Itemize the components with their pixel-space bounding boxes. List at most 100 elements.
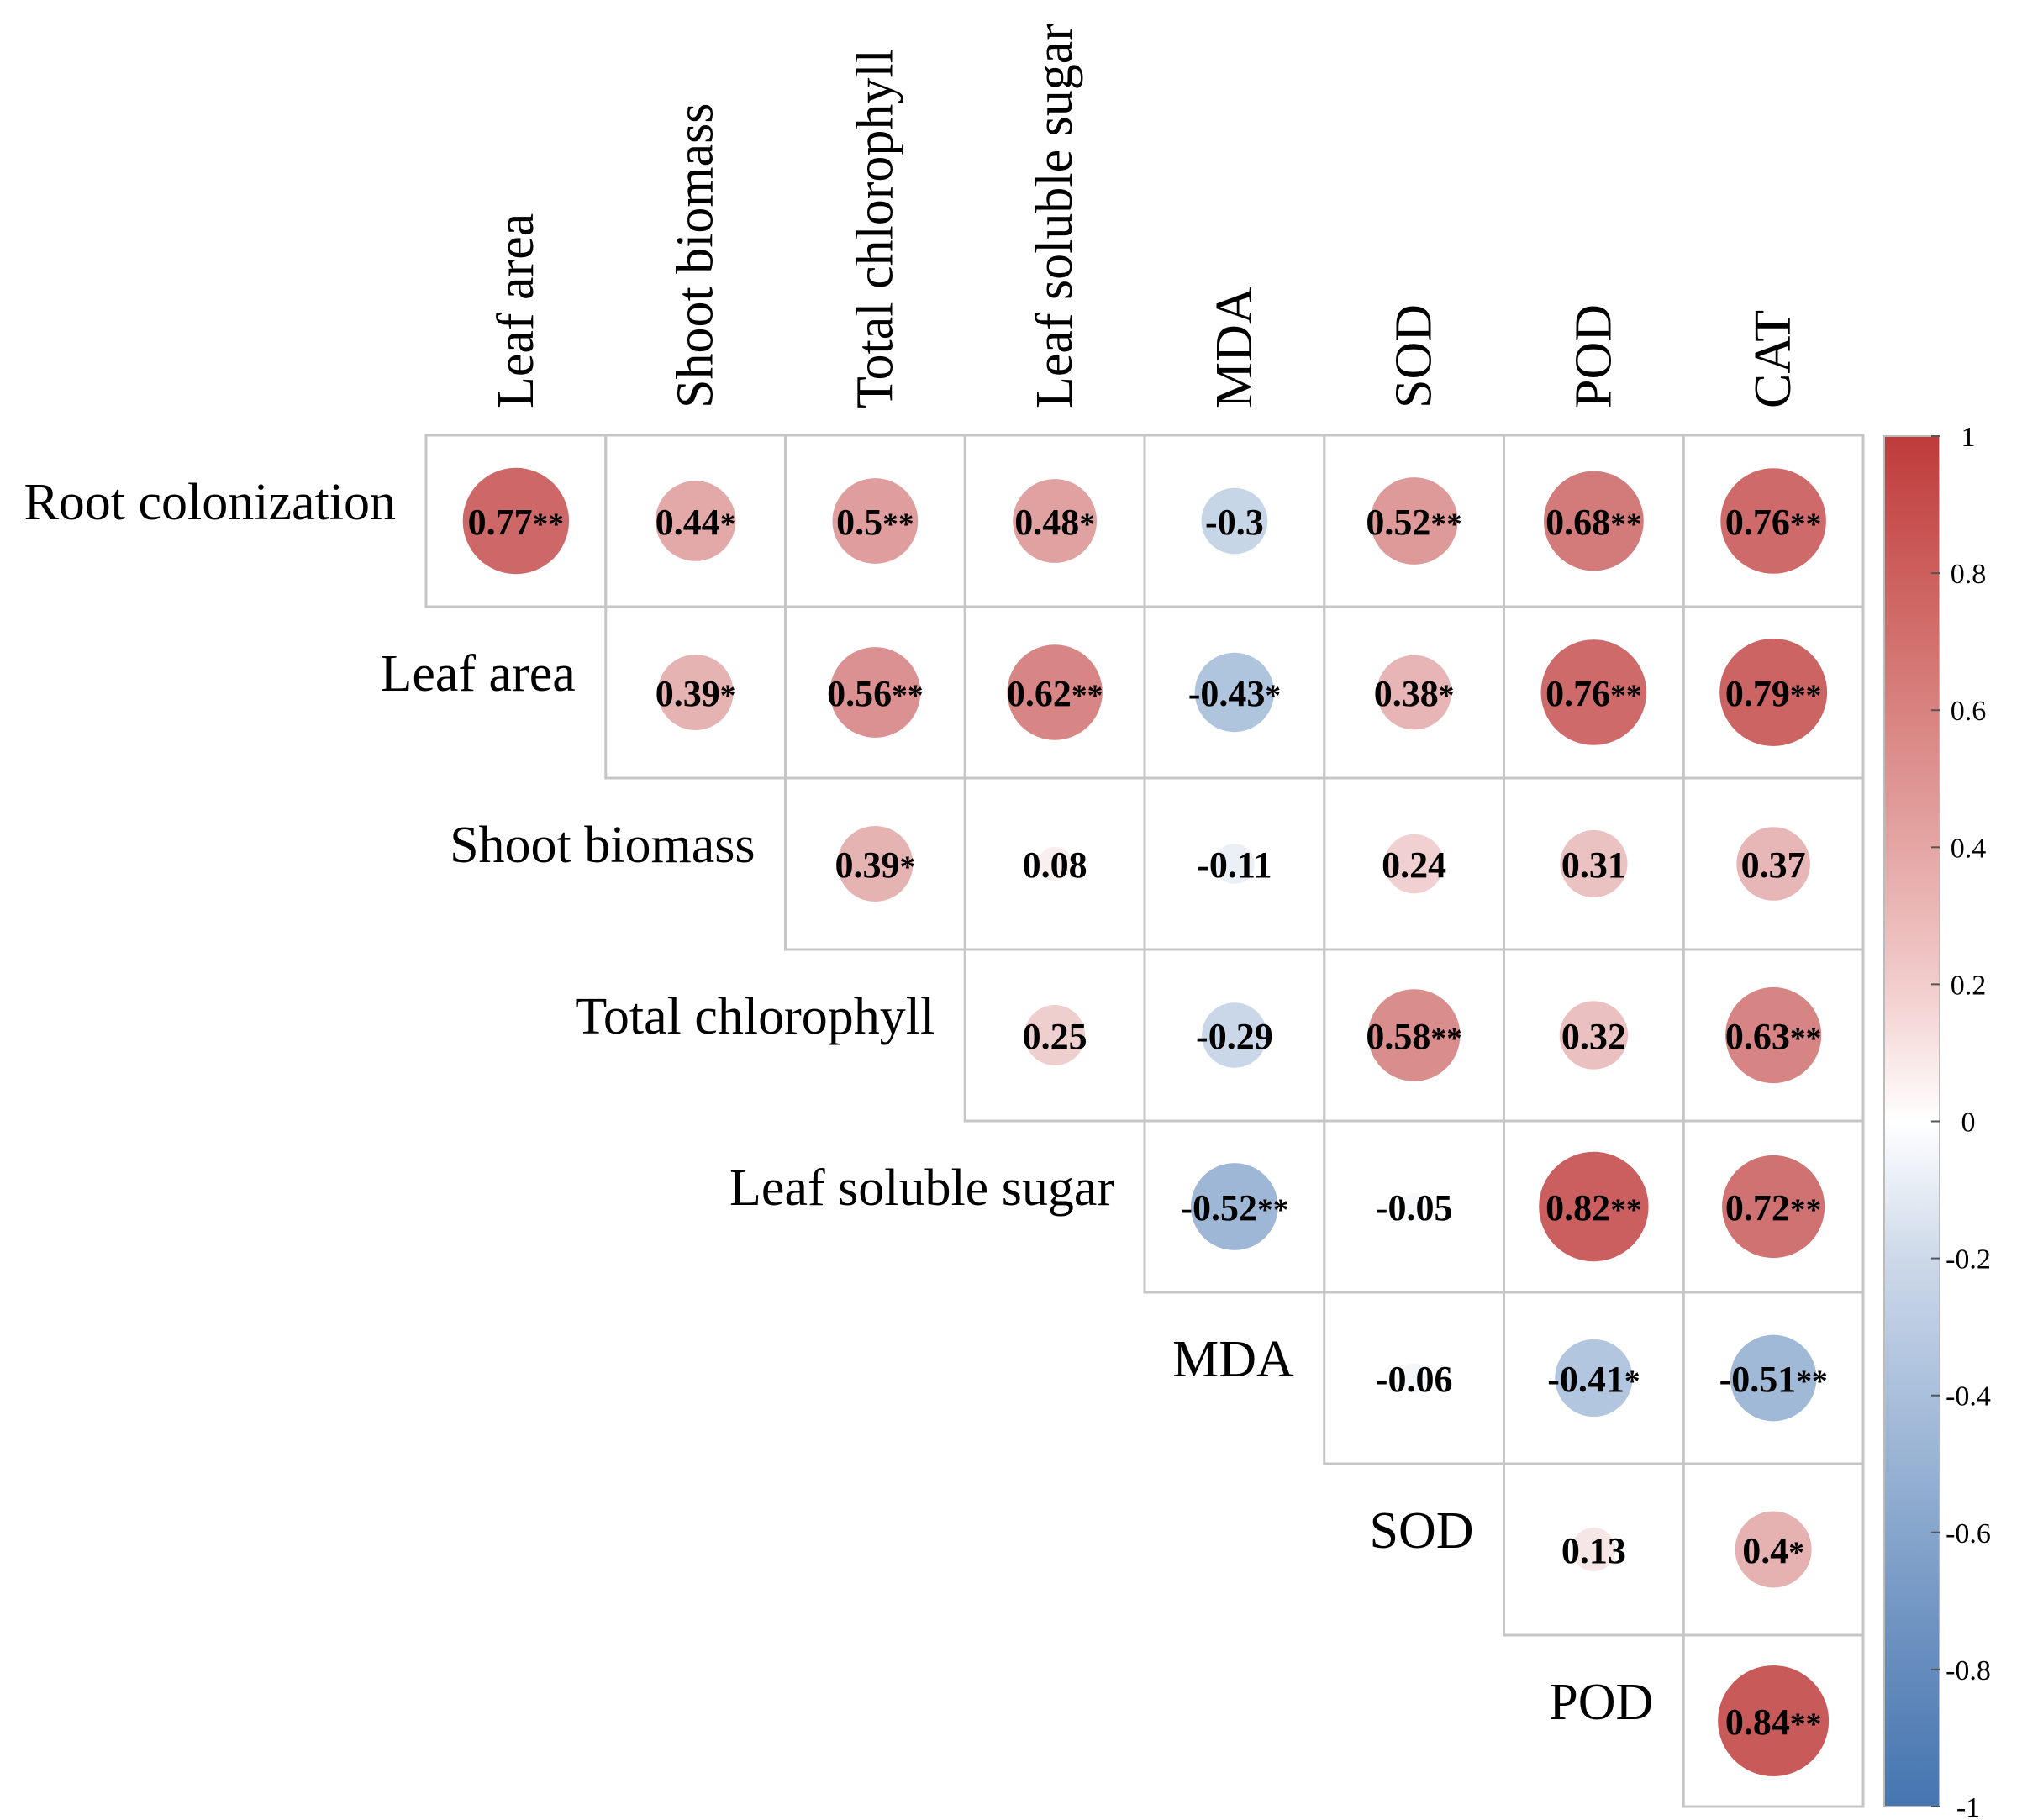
correlation-value: 0.24 (1382, 844, 1446, 886)
correlation-value: 0.82** (1545, 1187, 1641, 1228)
value-labels: 0.77** 0.44* 0.5** 0.48* -0.3 0.52** 0.68** 0.7… (468, 502, 1828, 1743)
correlation-value: 0.4* (1742, 1530, 1804, 1571)
correlation-value: 0.76** (1545, 673, 1641, 714)
correlation-value: -0.41* (1547, 1359, 1640, 1400)
correlation-value: -0.29 (1196, 1016, 1273, 1057)
correlation-value: -0.51** (1719, 1359, 1828, 1400)
colorbar-tick-label: 0.4 (1951, 833, 1987, 864)
correlation-value: -0.52** (1180, 1187, 1288, 1228)
colorbar-tick-label: 0.6 (1951, 696, 1987, 727)
correlation-value: -0.05 (1376, 1187, 1453, 1228)
correlation-circle (1543, 471, 1644, 571)
correlation-circle (1194, 652, 1275, 733)
correlation-circle (1539, 1151, 1649, 1262)
correlation-value: 0.48* (1014, 502, 1095, 543)
row-label: MDA (1172, 1331, 1294, 1388)
colorbar-tick-label: -0.8 (1946, 1655, 1991, 1686)
correlation-value: 0.39* (835, 844, 916, 886)
correlation-circle (1735, 1511, 1812, 1588)
correlation-circle (1384, 834, 1444, 894)
grid (424, 434, 1865, 1808)
correlation-circle (462, 467, 570, 575)
colorbar-tick-label: -1 (1956, 1792, 1980, 1820)
correlation-circle (829, 647, 921, 738)
colorbar-tick-label: 0.2 (1951, 970, 1987, 1001)
colorbar-tick-label: 0.8 (1951, 559, 1987, 590)
correlation-circle (1190, 1163, 1278, 1250)
correlation-circle (1730, 1334, 1817, 1422)
colorbar-tick-label: 0 (1961, 1107, 1976, 1139)
correlation-circle (1400, 1192, 1428, 1221)
correlation-value: 0.62** (1007, 673, 1103, 714)
correlation-value: -0.43* (1188, 673, 1281, 714)
colorbar-ticks: 1 0.8 0.6 0.4 0.2 0 -0.2 -0.4 -0.6 -0.8 -1 (1931, 422, 1991, 1820)
correlation-value: 0.84** (1725, 1702, 1821, 1743)
correlation-circle (1377, 655, 1452, 730)
correlation-circle (1013, 479, 1098, 563)
correlation-value: 0.25 (1023, 1016, 1087, 1057)
correlation-circle (1725, 986, 1822, 1084)
correlation-circle (1201, 487, 1268, 555)
correlation-circle (1722, 1155, 1825, 1259)
correlation-value: 0.68** (1545, 502, 1641, 543)
column-label: Total chlorophyll (846, 49, 903, 408)
correlation-circle (832, 478, 919, 564)
correlation-circle (655, 481, 736, 561)
correlation-value: 0.37 (1741, 844, 1806, 886)
correlation-circle (1555, 1339, 1633, 1418)
correlation-value: 0.79** (1725, 673, 1821, 714)
correlation-circle (1720, 468, 1826, 574)
colorbar-tick-label: -0.6 (1946, 1518, 1991, 1549)
correlation-value: 0.38* (1374, 673, 1455, 714)
correlation-value: 0.39* (656, 673, 736, 714)
circles (462, 467, 1830, 1776)
correlation-value: 0.44* (656, 502, 736, 543)
correlation-value: -0.11 (1197, 844, 1272, 886)
correlation-circle (1560, 829, 1628, 898)
correlation-circle (1024, 1005, 1086, 1065)
column-labels: Leaf area Shoot biomass Total chlorophyll L… (487, 24, 1802, 408)
grid-cell (1682, 1633, 1865, 1808)
correlation-circle (1037, 846, 1072, 881)
correlation-circle (1572, 1528, 1616, 1571)
correlation-circle (1367, 989, 1461, 1081)
correlation-value: 0.76** (1725, 502, 1821, 543)
row-label: Root colonization (24, 474, 396, 531)
correlation-value: 0.72** (1725, 1187, 1821, 1228)
column-label: Leaf soluble sugar (1026, 24, 1083, 408)
correlation-value: -0.06 (1376, 1359, 1453, 1400)
row-label: SOD (1369, 1502, 1473, 1560)
correlation-value: 0.5** (836, 502, 914, 543)
column-label: CAT (1745, 310, 1802, 408)
colorbar-tick-label: 1 (1961, 422, 1976, 453)
column-label: Shoot biomass (667, 103, 724, 408)
correlation-value: 0.63** (1725, 1016, 1821, 1057)
correlation-value: 0.56** (827, 673, 923, 714)
row-label: Leaf soluble sugar (729, 1160, 1114, 1217)
correlation-circle (657, 655, 734, 730)
column-label: POD (1565, 304, 1622, 408)
correlation-circle (1540, 639, 1647, 745)
correlation-value: 0.13 (1561, 1530, 1626, 1571)
correlation-value: 0.77** (468, 502, 564, 543)
correlation-circle (1202, 1002, 1267, 1068)
colorbar-tick-label: -0.2 (1946, 1244, 1991, 1276)
correlation-value: 0.08 (1023, 844, 1087, 886)
correlation-value: 0.31 (1561, 844, 1626, 886)
correlation-circle (837, 826, 914, 902)
correlation-value: 0.52** (1366, 502, 1461, 543)
correlation-circle (1559, 1001, 1629, 1070)
row-label: Leaf area (380, 645, 575, 702)
column-label: MDA (1206, 287, 1263, 408)
column-label: Leaf area (487, 213, 545, 408)
colorbar: 1 0.8 0.6 0.4 0.2 0 -0.2 -0.4 -0.6 -0.8 -1 (1883, 422, 1991, 1820)
row-label: Total chlorophyll (575, 988, 935, 1045)
correlation-circle (1718, 1665, 1830, 1776)
correlation-circle (1399, 1363, 1430, 1393)
row-label: POD (1549, 1674, 1653, 1731)
colorbar-tick-label: -0.4 (1946, 1381, 1991, 1412)
row-labels: Root colonization Leaf area Shoot biomass T… (24, 474, 1653, 1731)
correlation-value: -0.3 (1205, 502, 1264, 543)
correlation-circle (1370, 477, 1458, 565)
correlation-circle (1214, 844, 1255, 884)
